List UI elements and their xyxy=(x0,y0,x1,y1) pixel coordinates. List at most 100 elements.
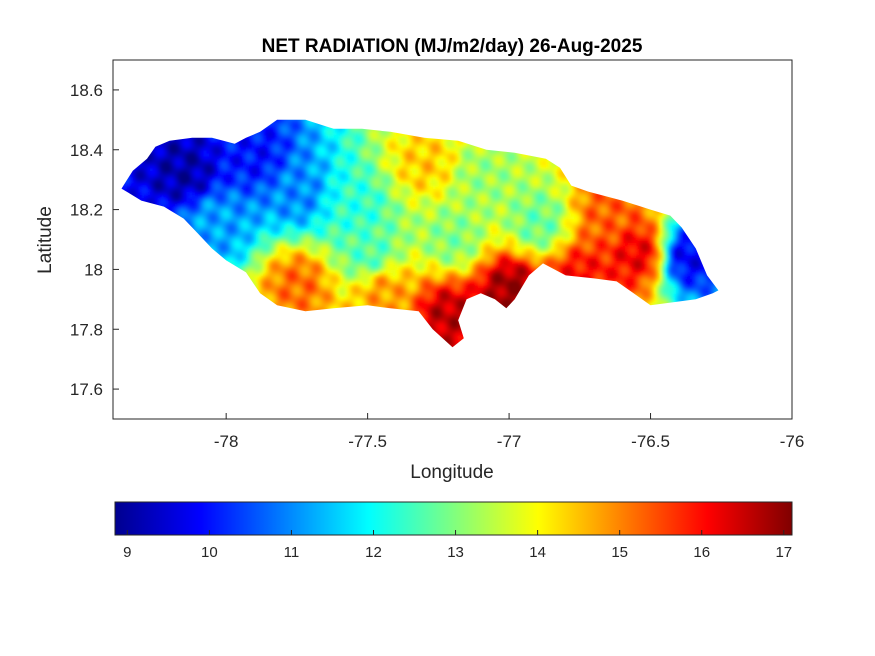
field-cell xyxy=(279,131,284,136)
field-cell xyxy=(172,194,176,199)
field-cell xyxy=(268,149,272,154)
field-cell xyxy=(212,185,216,190)
field-cell xyxy=(257,287,261,291)
field-cell xyxy=(195,140,199,145)
field-cell xyxy=(217,173,222,178)
field-cell xyxy=(274,191,278,196)
field-cell xyxy=(251,230,255,235)
field-cell xyxy=(277,233,281,238)
field-cell xyxy=(149,179,154,184)
field-cell xyxy=(229,239,233,244)
field-cell xyxy=(212,218,216,223)
field-cell xyxy=(189,218,193,223)
field-cell xyxy=(186,173,190,178)
field-cell xyxy=(277,170,281,175)
field-cell xyxy=(152,152,156,157)
field-cell xyxy=(186,155,190,160)
field-cell xyxy=(265,131,270,136)
field-cell xyxy=(209,239,213,244)
field-cell xyxy=(268,296,272,300)
field-cell xyxy=(214,179,219,184)
field-cell xyxy=(135,179,139,184)
field-cell xyxy=(282,263,287,267)
field-cell xyxy=(192,212,196,217)
field-cell xyxy=(268,155,272,160)
field-cell xyxy=(206,221,210,226)
field-cell xyxy=(200,155,205,160)
field-cell xyxy=(240,230,244,235)
field-cell xyxy=(254,230,258,235)
field-cell xyxy=(246,140,250,145)
field-cell xyxy=(262,227,267,232)
field-cell xyxy=(279,254,284,259)
field-cell xyxy=(243,257,247,261)
field-cell xyxy=(147,161,151,166)
field-cell xyxy=(163,203,168,208)
field-cell xyxy=(166,191,171,196)
field-cell xyxy=(158,158,162,163)
field-cell xyxy=(220,215,224,220)
field-cell xyxy=(279,203,284,208)
field-cell xyxy=(192,227,196,232)
field-cell xyxy=(251,197,255,202)
field-cell xyxy=(124,179,128,184)
field-cell xyxy=(231,179,236,184)
field-cell xyxy=(240,260,244,264)
field-cell xyxy=(212,155,216,160)
field-cell xyxy=(271,158,275,163)
field-cell xyxy=(271,179,275,184)
field-cell xyxy=(237,203,241,208)
field-cell xyxy=(155,194,159,199)
field-cell xyxy=(260,245,264,250)
field-cell xyxy=(214,158,219,163)
field-cell xyxy=(282,164,287,169)
field-cell xyxy=(234,185,239,190)
field-cell xyxy=(268,245,272,250)
field-cell xyxy=(163,182,168,187)
field-cell xyxy=(169,206,173,211)
field-cell xyxy=(163,185,168,190)
field-cell xyxy=(246,236,250,241)
field-cell xyxy=(178,143,182,148)
field-cell xyxy=(243,218,247,223)
field-cell xyxy=(189,158,193,163)
field-cell xyxy=(251,176,255,181)
field-cell xyxy=(172,179,176,184)
field-cell xyxy=(277,128,281,133)
field-cell xyxy=(147,155,151,160)
field-cell xyxy=(214,230,219,235)
chart-title: NET RADIATION (MJ/m2/day) 26-Aug-2025 xyxy=(262,36,643,57)
field-cell xyxy=(152,176,156,181)
field-cell xyxy=(175,209,179,214)
field-cell xyxy=(189,179,193,184)
field-cell xyxy=(274,167,278,172)
field-cell xyxy=(271,254,275,259)
field-cell xyxy=(178,140,182,145)
field-cell xyxy=(248,149,253,154)
field-cell xyxy=(254,197,258,202)
field-cell xyxy=(234,242,239,247)
field-cell xyxy=(147,200,151,205)
field-cell xyxy=(268,137,272,142)
field-cell xyxy=(189,146,193,151)
field-cell xyxy=(155,149,159,154)
field-cell xyxy=(279,257,284,261)
field-cell xyxy=(206,143,210,148)
field-cell xyxy=(243,140,247,145)
field-cell xyxy=(260,251,264,256)
field-cell xyxy=(141,170,145,175)
field-cell xyxy=(229,200,233,205)
field-cell xyxy=(251,281,255,285)
field-cell xyxy=(246,269,250,273)
field-cell xyxy=(166,161,171,166)
field-cell xyxy=(141,194,145,199)
field-cell xyxy=(274,260,278,264)
field-cell xyxy=(203,215,207,220)
field-cell xyxy=(257,176,261,181)
field-cell xyxy=(220,146,224,151)
field-cell xyxy=(178,158,182,163)
field-cell xyxy=(180,203,185,208)
field-cell xyxy=(217,200,222,205)
field-cell xyxy=(144,179,148,184)
field-cell xyxy=(262,281,267,285)
